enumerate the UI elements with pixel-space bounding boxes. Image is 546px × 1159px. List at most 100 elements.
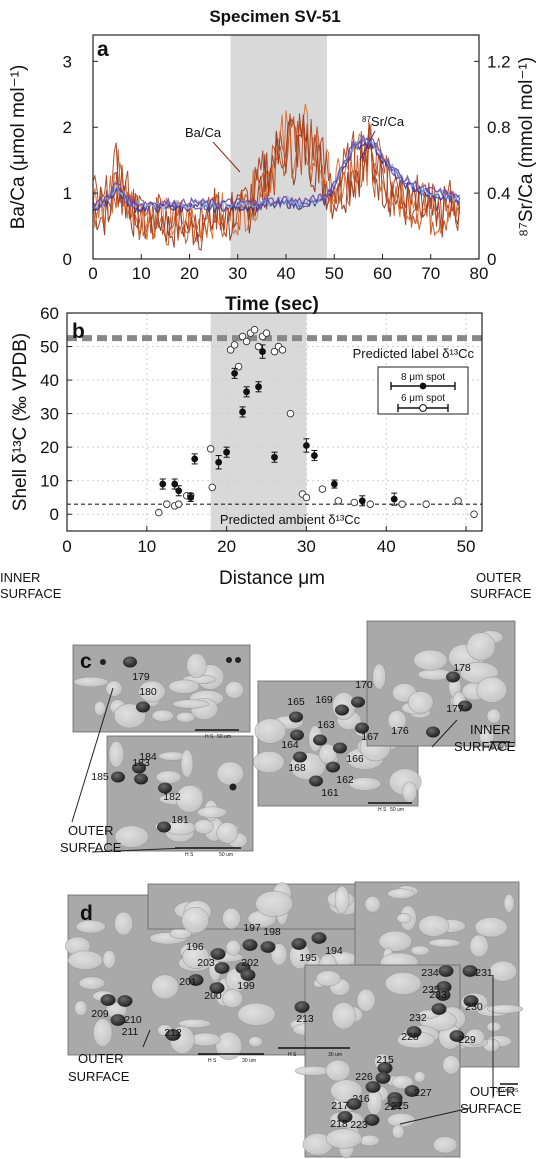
filled-point: [191, 455, 199, 463]
ablation-spot: [326, 761, 340, 773]
a-ytick-right-label: 0: [487, 250, 496, 269]
open-point: [250, 326, 259, 334]
spot-label-198: 198: [263, 926, 281, 938]
ablation-spot: [337, 1111, 353, 1123]
outer-surface-label-2: SURFACE: [470, 586, 532, 601]
open-point: [398, 500, 406, 508]
filled-point: [271, 453, 278, 461]
a-xtick-label: 70: [421, 264, 440, 283]
scale-text: 50 um: [219, 852, 233, 858]
filled-point: [239, 408, 246, 416]
spot-label-178: 178: [453, 662, 471, 674]
a-xtick-label: 20: [180, 264, 199, 283]
ablation-spot: [240, 969, 256, 981]
ablation-spot: [289, 711, 303, 723]
filled-point: [243, 388, 250, 396]
scale-bar: H S 30 um: [198, 1053, 264, 1064]
ablation-spot: [313, 734, 327, 746]
spot-label-211: 211: [122, 1026, 139, 1038]
open-point: [366, 500, 375, 508]
b-ytick-label: 10: [40, 472, 59, 491]
ablation-spot: [294, 1001, 310, 1013]
a-ytick-right-label: 0.8: [487, 118, 511, 137]
predicted-ambient-text: Predicted ambient δ¹³Cc: [220, 512, 361, 527]
spot-label-223: 223: [350, 1119, 368, 1131]
panel-b-legend: 8 μm spot 6 μm spot: [377, 366, 469, 415]
spot-label-209: 209: [91, 1008, 109, 1020]
spot-label-179: 179: [132, 671, 150, 683]
panel-d-letter: d: [80, 902, 93, 925]
ablation-spot: [335, 704, 349, 716]
c-inner-label-1: INNER: [470, 722, 510, 737]
spot-label-163: 163: [317, 719, 335, 731]
ablation-spot: [311, 932, 327, 944]
ablation-spot: [111, 771, 125, 783]
scale-prefix: H S: [205, 734, 214, 740]
ablation-spot: [209, 982, 225, 994]
panel-a-ylabel-right: ⁸⁷Sr/Ca (mmol mol⁻¹): [516, 57, 537, 237]
spot-label-225: 225: [391, 1100, 409, 1112]
b-xtick-label: 30: [297, 537, 316, 556]
ablation-spot: [165, 1029, 181, 1041]
scale-prefix: H S: [288, 1052, 297, 1058]
ablation-spot: [117, 995, 133, 1007]
ablation-spot: [260, 941, 276, 953]
scale-text: 30 um: [328, 1052, 342, 1058]
ablation-spot: [158, 782, 172, 794]
ablation-spot: [406, 1026, 422, 1038]
b-ytick-label: 50: [40, 338, 59, 357]
ablation-spot: [449, 1030, 465, 1042]
b-xtick-label: 20: [217, 537, 236, 556]
open-point: [454, 497, 462, 505]
ba-ca-annotation: Ba/Ca: [185, 125, 222, 140]
spot-label-182: 182: [163, 791, 181, 803]
d-outer-right-pointer-2: [399, 1107, 471, 1125]
spot-label-180: 180: [139, 686, 157, 698]
inner-surface-label-1: INNER: [0, 570, 40, 585]
scale-text: 50 um: [217, 734, 231, 740]
a-ytick-left-label: 0: [63, 250, 72, 269]
spot-label-181: 181: [171, 814, 189, 826]
spot-label-210: 210: [124, 1014, 142, 1026]
scale-prefix: H S: [378, 807, 387, 813]
spot-label-226: 226: [355, 1071, 373, 1083]
scale-text: 50 um: [390, 807, 404, 813]
b-xtick-label: 50: [457, 537, 476, 556]
a-ytick-left-label: 3: [63, 52, 72, 71]
open-point: [230, 341, 239, 349]
spot-label-231: 231: [475, 967, 493, 979]
a-xtick-label: 60: [373, 264, 392, 283]
open-point: [286, 409, 295, 418]
spot-label-203: 203: [197, 957, 215, 969]
ablation-spot: [387, 1096, 403, 1108]
open-point: [470, 510, 478, 518]
open-point: [302, 493, 311, 502]
open-point: [238, 332, 247, 341]
c-inner-pointer: [431, 719, 458, 748]
ablation-spot: [242, 939, 258, 951]
scale-text: 30 um: [496, 1088, 510, 1094]
open-point: [226, 346, 235, 354]
ablation-spot: [134, 773, 148, 785]
spot-label-234: 234: [421, 967, 439, 979]
a-ytick-right-label: 0.4: [487, 184, 511, 203]
spot-label-166: 166: [346, 753, 364, 765]
spot-label-195: 195: [299, 952, 317, 964]
legend-open-marker: [419, 404, 427, 412]
panel-b-ylabel: Shell δ¹³C (‰ VPDB): [10, 333, 31, 511]
filled-point: [175, 487, 183, 495]
a-xtick-label: 10: [132, 264, 151, 283]
a-xtick-label: 50: [325, 264, 344, 283]
ablation-spot: [346, 1098, 362, 1110]
filled-point: [259, 348, 266, 355]
legend-8um-label: 8 μm spot: [401, 372, 445, 383]
spot-label-212: 212: [164, 1027, 182, 1039]
spot-label-235: 235: [422, 984, 440, 996]
spot-label-217: 217: [331, 1100, 349, 1112]
b-ytick-label: 40: [40, 371, 59, 390]
spot-label-232: 232: [409, 1012, 427, 1024]
panel-b-letter: b: [72, 320, 85, 343]
